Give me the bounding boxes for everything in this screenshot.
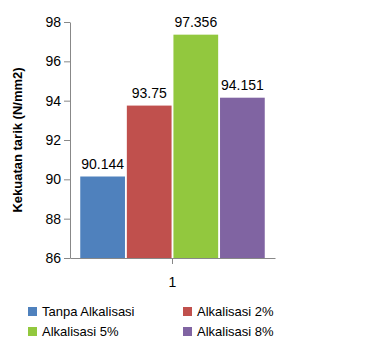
legend-swatch [28, 327, 37, 336]
y-tick-mark [64, 22, 70, 23]
x-tick-mark [172, 258, 173, 264]
legend-label: Alkalisasi 8% [197, 324, 274, 339]
y-tick: 96 [45, 53, 70, 69]
y-axis-line [70, 23, 71, 259]
bar [80, 177, 125, 258]
y-tick-label: 92 [45, 132, 61, 148]
y-tick-mark [64, 140, 70, 141]
legend-swatch [183, 307, 192, 316]
legend-item: Tanpa Alkalisasi [28, 304, 135, 319]
y-tick: 90 [45, 171, 70, 187]
data-label: 94.151 [221, 77, 264, 93]
legend-label: Alkalisasi 2% [197, 304, 274, 319]
y-tick: 92 [45, 132, 70, 148]
bar [173, 35, 218, 258]
y-tick: 86 [45, 250, 70, 266]
x-tick: 1 [169, 258, 177, 290]
y-tick-label: 94 [45, 93, 61, 109]
legend-swatch [183, 327, 192, 336]
legend-swatch [28, 307, 37, 316]
y-tick-label: 98 [45, 14, 61, 30]
data-label: 93.75 [132, 85, 167, 101]
y-tick-label: 90 [45, 171, 61, 187]
y-tick-label: 86 [45, 250, 61, 266]
legend-label: Alkalisasi 5% [42, 324, 119, 339]
legend: Tanpa Alkalisasi Alkalisasi 2% Alkalisasi … [28, 304, 274, 339]
bar [127, 106, 172, 258]
y-tick-mark [64, 101, 70, 102]
y-tick-label: 96 [45, 53, 61, 69]
data-label: 90.144 [81, 156, 124, 172]
y-tick: 94 [45, 93, 70, 109]
legend-item: Alkalisasi 5% [28, 324, 119, 339]
x-tick-label: 1 [169, 274, 177, 290]
legend-item: Alkalisasi 2% [183, 304, 274, 319]
y-tick: 98 [45, 14, 70, 30]
y-tick: 88 [45, 211, 70, 227]
y-tick-mark [64, 179, 70, 180]
data-labels: 90.144 93.75 97.356 94.151 [81, 14, 264, 172]
legend-item: Alkalisasi 8% [183, 324, 274, 339]
y-tick-label: 88 [45, 211, 61, 227]
bars [80, 35, 265, 258]
bar [220, 98, 265, 258]
y-axis-title: Kekuatan tarik (N/mm2) [10, 67, 25, 212]
legend-label: Tanpa Alkalisasi [42, 304, 135, 319]
y-tick-mark [64, 219, 70, 220]
x-axis: 1 [71, 258, 276, 290]
chart: 86 88 90 92 94 96 98 1 90.144 93.75 97.356 94.151 Ke… [0, 0, 366, 352]
y-axis: 86 88 90 92 94 96 98 [45, 14, 70, 266]
plot: 86 88 90 92 94 96 98 1 90.144 93.75 97.356 94.151 [45, 14, 275, 290]
y-tick-mark [64, 258, 70, 259]
y-tick-mark [64, 61, 70, 62]
data-label: 97.356 [174, 14, 217, 30]
